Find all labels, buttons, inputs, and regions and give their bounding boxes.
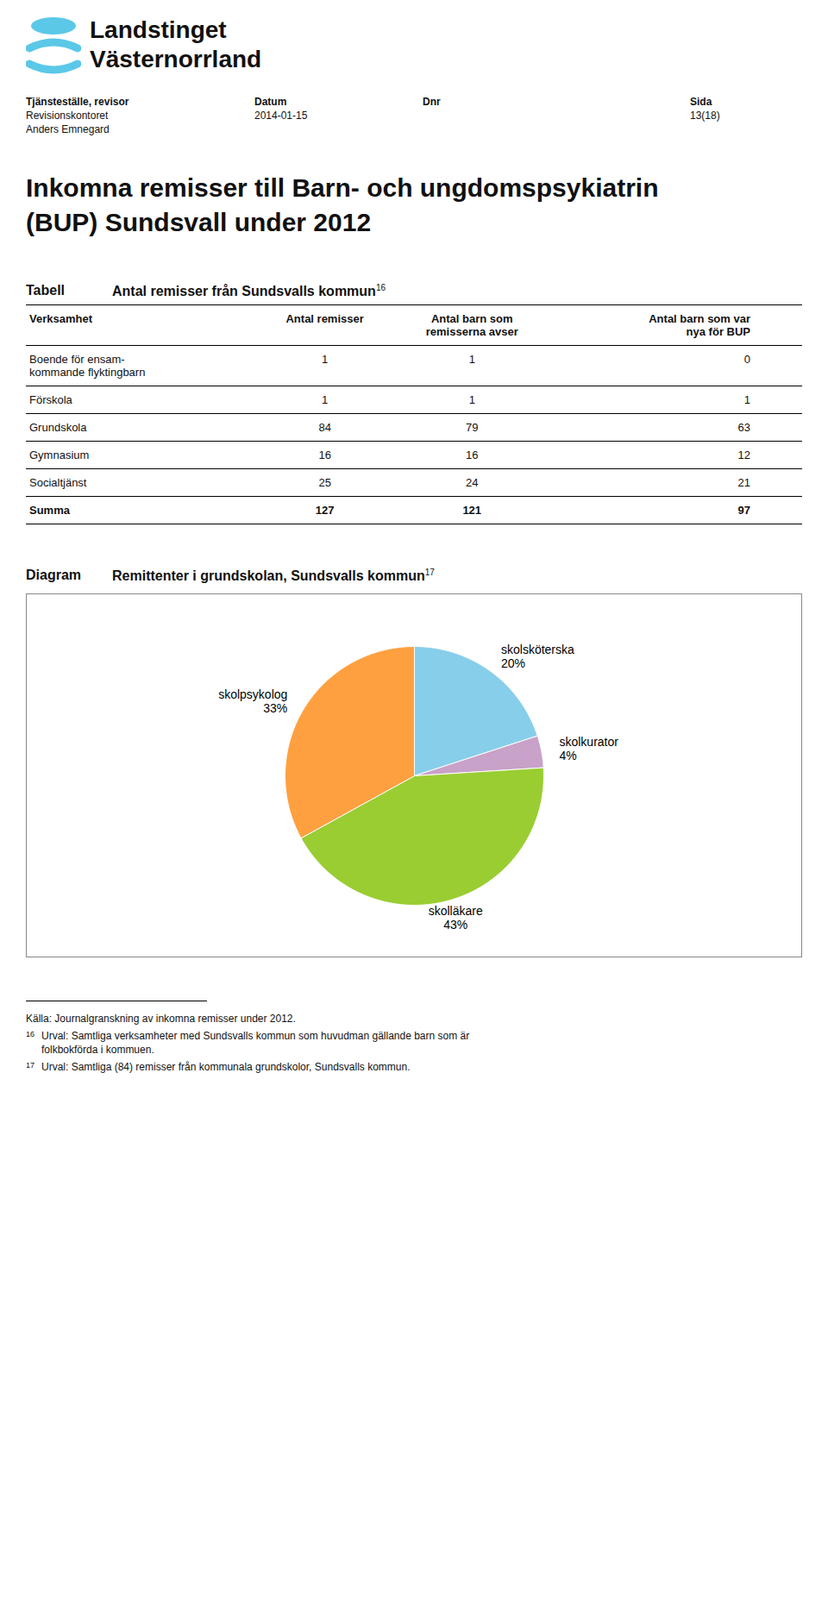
- html-text:121: 121: [462, 503, 482, 517]
- html-text:1: 1: [321, 393, 329, 407]
- html-text:Antal remisser: Antal remisser: [285, 312, 364, 326]
- html-text:Antal barn som remisserna avse: Antal barn som remisserna avser: [425, 312, 519, 339]
- html-text:Källa: Journalgranskning av in: Källa: Journalgranskning av inkomna remi…: [25, 1012, 296, 1025]
- html-text:21: 21: [737, 476, 751, 490]
- html-text:Landstinget: Landstinget: [89, 16, 227, 44]
- html-text:Anders Emnegard: Anders Emnegard: [25, 123, 110, 136]
- svg-text:skolkurator4%: skolkurator4%: [558, 733, 619, 762]
- html-text:Inkomna remisser till Barn- oc: Inkomna remisser till Barn- och ungdomsp…: [25, 173, 659, 237]
- html-text:79: 79: [465, 421, 479, 435]
- html-text:12: 12: [737, 448, 751, 462]
- html-text:Förskola: Förskola: [29, 393, 73, 407]
- html-text:0: 0: [744, 353, 751, 366]
- html-text:Urval: Samtliga (84) remisser: Urval: Samtliga (84) remisser från kommu…: [41, 1060, 411, 1073]
- html-text:1: 1: [744, 393, 751, 407]
- html-text:Verksamhet: Verksamhet: [29, 312, 93, 326]
- html-text:25: 25: [318, 476, 332, 490]
- html-text:Remittenter i grundskolan, Sun: Remittenter i grundskolan, Sundsvalls ko…: [112, 567, 435, 584]
- html-text:Antal barn som var nya för BUP: Antal barn som var nya för BUP: [648, 312, 751, 339]
- html-text:Tjänsteställe, revisor: Tjänsteställe, revisor: [25, 95, 129, 108]
- html-text:1: 1: [468, 393, 476, 407]
- html-text:folkbokförda i kommuen.: folkbokförda i kommuen.: [41, 1043, 155, 1056]
- html-text:Grundskola: Grundskola: [29, 421, 87, 435]
- html-text:16: 16: [465, 448, 479, 462]
- html-text:1: 1: [321, 353, 329, 366]
- svg-text:skolpsykolog33%: skolpsykolog33%: [218, 686, 288, 715]
- html-text:24: 24: [465, 476, 479, 490]
- html-text:16: 16: [25, 1029, 35, 1039]
- html-text:13(18): 13(18): [690, 109, 720, 122]
- html-text:Västernorrland: Västernorrland: [89, 45, 262, 73]
- html-text:Sida: Sida: [690, 95, 712, 108]
- html-text:Gymnasium: Gymnasium: [29, 448, 90, 462]
- html-text:17: 17: [25, 1060, 35, 1070]
- html-text:Summa: Summa: [29, 503, 70, 517]
- svg-text:skolsköterska20%: skolsköterska20%: [501, 642, 575, 671]
- html-text:Revisionskontoret: Revisionskontoret: [25, 109, 109, 122]
- html-text:Antal remisser från Sundsvalls: Antal remisser från Sundsvalls kommun16: [112, 282, 386, 299]
- html-text:127: 127: [315, 503, 335, 517]
- html-text:97: 97: [737, 503, 751, 517]
- html-text:Boende för ensam- kommande fly: Boende för ensam- kommande flyktingbarn: [29, 353, 146, 379]
- html-text:Datum: Datum: [254, 95, 287, 108]
- svg-text:skolläkare43%: skolläkare43%: [428, 903, 483, 931]
- html-text:63: 63: [737, 421, 751, 435]
- html-text:84: 84: [318, 421, 332, 435]
- html-text:16: 16: [318, 448, 332, 462]
- html-text:Diagram: Diagram: [25, 567, 82, 583]
- html-text:2014-01-15: 2014-01-15: [254, 109, 308, 122]
- html-text:Dnr: Dnr: [422, 95, 441, 108]
- html-text:1: 1: [468, 353, 476, 366]
- html-text:Urval: Samtliga verksamheter m: Urval: Samtliga verksamheter med Sundsva…: [41, 1029, 470, 1042]
- html-text:Socialtjänst: Socialtjänst: [29, 476, 87, 490]
- html-text:Tabell: Tabell: [25, 282, 65, 298]
